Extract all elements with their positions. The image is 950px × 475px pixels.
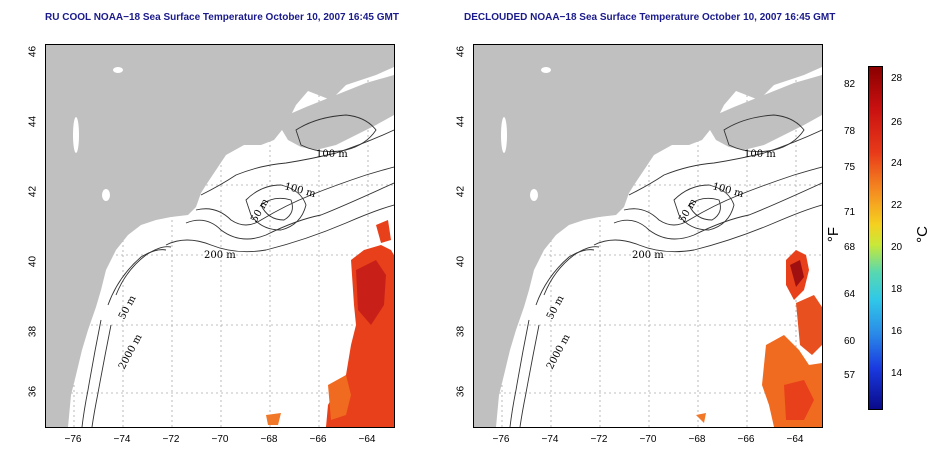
left-ytick-42: 42 <box>27 185 39 198</box>
cb-f-60: 60 <box>844 336 856 347</box>
cb-f-75: 75 <box>844 162 856 173</box>
contour-label-50m-a: 50 m <box>249 197 271 225</box>
contour-label-100m-b: 100 m <box>283 181 317 200</box>
contour-label-100m-a: 100 m <box>744 149 776 160</box>
left-xtick-66: −66 <box>309 434 327 445</box>
colorbar <box>868 66 883 410</box>
contour-label-100m-b: 100 m <box>711 181 745 200</box>
right-ytick-46: 46 <box>455 45 467 58</box>
contour-lines <box>81 114 394 427</box>
land-mass <box>474 45 822 427</box>
cb-c-26: 26 <box>891 117 903 128</box>
left-panel-title: RU COOL NOAA−18 Sea Surface Temperature … <box>45 12 399 23</box>
contour-label-2000m: 2000 m <box>117 332 145 371</box>
cb-f-82: 82 <box>844 79 856 90</box>
cb-c-18: 18 <box>891 284 903 295</box>
right-ytick-42: 42 <box>455 185 467 198</box>
nova-scotia <box>704 75 822 150</box>
left-map: 100 m 100 m 50 m 200 m 50 m 2000 m <box>45 44 395 428</box>
cb-c-28: 28 <box>891 73 903 84</box>
cb-c-24: 24 <box>891 158 903 169</box>
left-ytick-38: 38 <box>27 325 39 338</box>
contour-label-50m-b: 50 m <box>545 293 567 321</box>
right-xtick-68: −68 <box>688 434 706 445</box>
contour-label-50m-b: 50 m <box>117 293 139 321</box>
contour-label-50m-a: 50 m <box>677 197 699 225</box>
lakes <box>73 67 123 201</box>
cb-c-14: 14 <box>891 368 903 379</box>
fahrenheit-unit-label: °F <box>825 226 843 243</box>
right-ytick-40: 40 <box>455 255 467 268</box>
right-xtick-74: −74 <box>541 434 559 445</box>
left-xtick-64: −64 <box>358 434 376 445</box>
left-ytick-36: 36 <box>27 385 39 398</box>
lakes <box>501 67 551 201</box>
right-xtick-64: −64 <box>786 434 804 445</box>
right-xtick-66: −66 <box>737 434 755 445</box>
cb-c-16: 16 <box>891 326 903 337</box>
left-xtick-74: −74 <box>113 434 131 445</box>
sst-patch-left <box>266 220 394 427</box>
cb-f-57: 57 <box>844 370 856 381</box>
contour-lines <box>509 114 822 427</box>
right-ytick-44: 44 <box>455 115 467 128</box>
left-xtick-70: −70 <box>211 434 229 445</box>
cb-c-22: 22 <box>891 200 903 211</box>
cb-f-68: 68 <box>844 242 856 253</box>
contour-label-200m: 200 m <box>632 250 664 261</box>
left-ytick-46: 46 <box>27 45 39 58</box>
right-panel-title: DECLOUDED NOAA−18 Sea Surface Temperatur… <box>464 12 836 23</box>
nova-scotia <box>276 75 394 150</box>
contour-label-200m: 200 m <box>204 250 236 261</box>
cb-f-64: 64 <box>844 289 856 300</box>
left-xtick-72: −72 <box>162 434 180 445</box>
left-ytick-40: 40 <box>27 255 39 268</box>
cb-f-78: 78 <box>844 126 856 137</box>
right-map: 100 m 100 m 50 m 200 m 50 m 2000 m <box>473 44 823 428</box>
contour-label-100m-a: 100 m <box>316 149 348 160</box>
contour-label-2000m: 2000 m <box>545 332 573 371</box>
left-xtick-76: −76 <box>64 434 82 445</box>
sst-patch-right <box>696 250 822 427</box>
land-mass <box>46 45 394 427</box>
left-ytick-44: 44 <box>27 115 39 128</box>
right-ytick-38: 38 <box>455 325 467 338</box>
cb-f-71: 71 <box>844 207 856 218</box>
right-xtick-70: −70 <box>639 434 657 445</box>
cb-c-20: 20 <box>891 242 903 253</box>
right-xtick-76: −76 <box>492 434 510 445</box>
celsius-unit-label: °C <box>913 226 931 243</box>
right-ytick-36: 36 <box>455 385 467 398</box>
right-xtick-72: −72 <box>590 434 608 445</box>
left-xtick-68: −68 <box>260 434 278 445</box>
